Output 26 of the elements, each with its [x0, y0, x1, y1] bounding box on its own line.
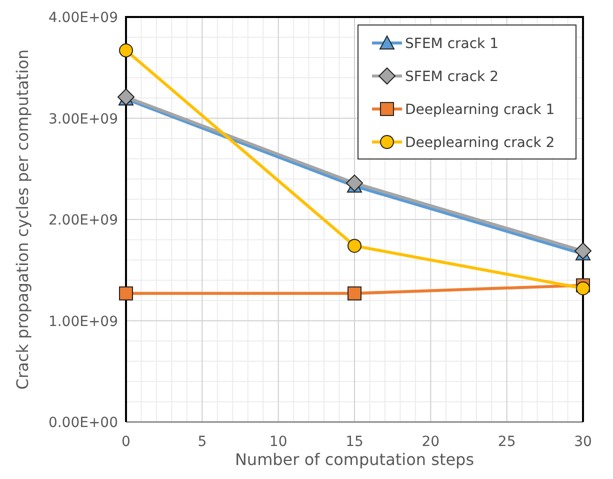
x-tick-label: 25: [498, 434, 516, 450]
x-tick-label: 20: [422, 434, 440, 450]
y-tick-label: 4.00E+09: [48, 10, 118, 26]
x-tick-label: 0: [122, 434, 130, 450]
y-tick-label: 0.00E+00: [48, 415, 118, 431]
y-axis-title: Crack propagation cycles per computation: [13, 49, 32, 390]
legend-label: SFEM crack 2: [405, 69, 499, 85]
point: [574, 242, 592, 260]
x-axis-title: Number of computation steps: [234, 450, 474, 469]
x-tick-label: 5: [198, 434, 207, 450]
point: [346, 174, 363, 192]
point: [348, 286, 362, 300]
x-tick-label: 10: [269, 434, 288, 450]
legend-label: Deeplearning crack 2: [405, 135, 555, 151]
y-tick-label: 2.00E+09: [48, 212, 118, 228]
y-tick-label: 3.00E+09: [48, 111, 118, 128]
point: [348, 238, 362, 253]
legend-label: SFEM crack 1: [405, 36, 499, 52]
point: [576, 281, 590, 296]
point: [119, 43, 133, 58]
point: [118, 88, 134, 106]
x-tick-label: 30: [574, 434, 592, 450]
x-tick-label: 15: [346, 434, 364, 450]
point: [119, 286, 133, 300]
y-tick-label: 1.00E+09: [48, 314, 118, 330]
legend-label: Deeplearning crack 1: [405, 102, 555, 118]
